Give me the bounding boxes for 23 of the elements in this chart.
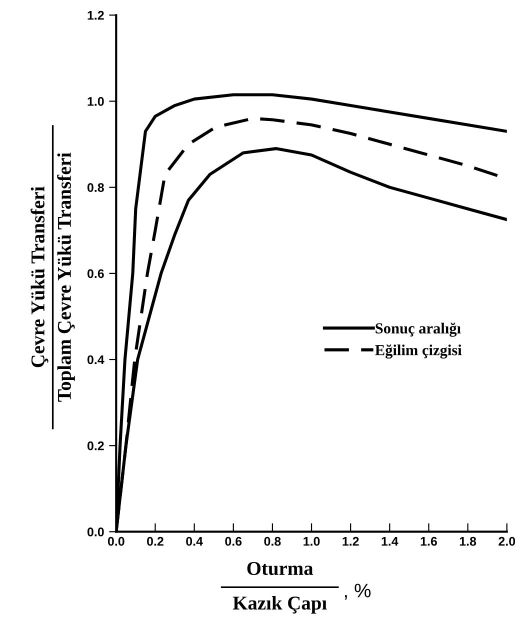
y-tick-label: 1.2 <box>88 10 104 20</box>
y-tick-label: 1.0 <box>88 97 104 106</box>
x-tick-label: 0.0 <box>108 536 124 546</box>
x-axis-title: Oturma Kazık Çapı <box>232 562 327 614</box>
x-tick-label: 2.0 <box>498 536 516 546</box>
x-tick-label: 0.8 <box>264 536 281 546</box>
legend-label: Eğilim çizgisi <box>375 344 462 359</box>
y-tick-label: 0.4 <box>87 355 104 364</box>
x-tick-label: 1.8 <box>460 536 476 546</box>
text: , % <box>344 584 371 600</box>
x-tick-label: 0.4 <box>186 536 203 546</box>
x-tick-label: 1.2 <box>342 536 359 546</box>
y-tick-label: 0.2 <box>87 441 104 450</box>
legend-label: Sonuç aralığı <box>376 322 461 337</box>
y-tick-label: 0.8 <box>87 183 104 192</box>
y-axis-title: Çevre Yükü Transferi Toplam Çevre Yükü Transferi <box>30 152 75 402</box>
x-tick-label: 0.6 <box>225 536 242 546</box>
y-tick-label: 0.6 <box>87 269 104 278</box>
x-tick-label: 1.6 <box>420 536 437 546</box>
x-tick-label: 1.4 <box>382 537 398 546</box>
x-tick-label: 0.2 <box>147 536 164 546</box>
y-tick-label: 0.0 <box>87 528 104 536</box>
x-tick-label: 1.0 <box>304 536 320 546</box>
